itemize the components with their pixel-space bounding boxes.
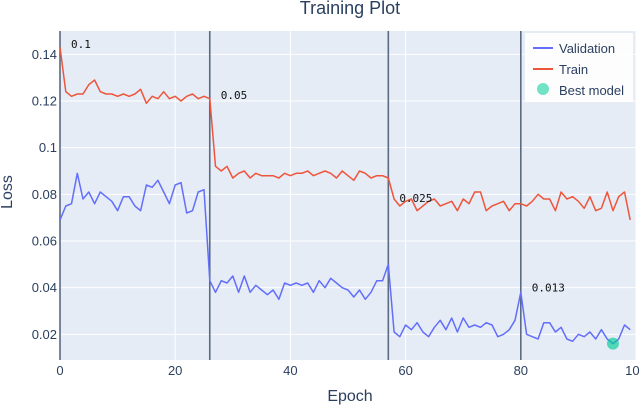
y-tick-label: 0.08	[32, 187, 57, 202]
lr-marker-label: 0.013	[532, 282, 565, 295]
y-axis-title: Loss	[0, 175, 16, 209]
x-tick-label: 20	[168, 363, 182, 378]
x-axis-title: Epoch	[327, 388, 372, 405]
legend-validation-label: Validation	[559, 41, 615, 56]
validation-line	[59, 172, 631, 345]
gridlines	[60, 31, 637, 360]
best-model-point	[606, 337, 619, 350]
y-tick-label: 0.1	[39, 140, 57, 155]
lr-marker-label: 0.025	[399, 192, 432, 205]
legend-best-model-swatch	[537, 83, 549, 95]
y-tick-label: 0.02	[32, 327, 57, 342]
x-tick-label: 40	[283, 363, 297, 378]
y-tick-label: 0.04	[32, 280, 57, 295]
y-tick-label: 0.14	[32, 47, 57, 62]
lr-marker-label: 0.1	[71, 38, 91, 51]
x-axis-ticks: 0 20 40 60 80 100	[56, 363, 640, 378]
y-axis-ticks: 0.02 0.04 0.06 0.08 0.1 0.12 0.14	[32, 47, 57, 342]
data-series	[59, 47, 631, 350]
chart-title: Training Plot	[300, 0, 400, 18]
x-tick-label: 0	[56, 363, 63, 378]
train-line	[59, 47, 631, 221]
y-tick-label: 0.12	[32, 94, 57, 109]
y-tick-label: 0.06	[32, 234, 57, 249]
learning-rate-annotations: 0.1 0.05 0.025 0.013	[71, 38, 565, 295]
x-tick-label: 80	[514, 363, 528, 378]
legend-best-model-label: Best model	[559, 83, 624, 98]
learning-rate-markers	[59, 31, 522, 360]
lr-marker-label: 0.05	[221, 89, 248, 102]
x-tick-label: 100	[625, 363, 640, 378]
legend-train-label: Train	[559, 62, 588, 77]
x-tick-label: 60	[398, 363, 412, 378]
legend[interactable]: Validation Train Best model	[525, 33, 633, 102]
